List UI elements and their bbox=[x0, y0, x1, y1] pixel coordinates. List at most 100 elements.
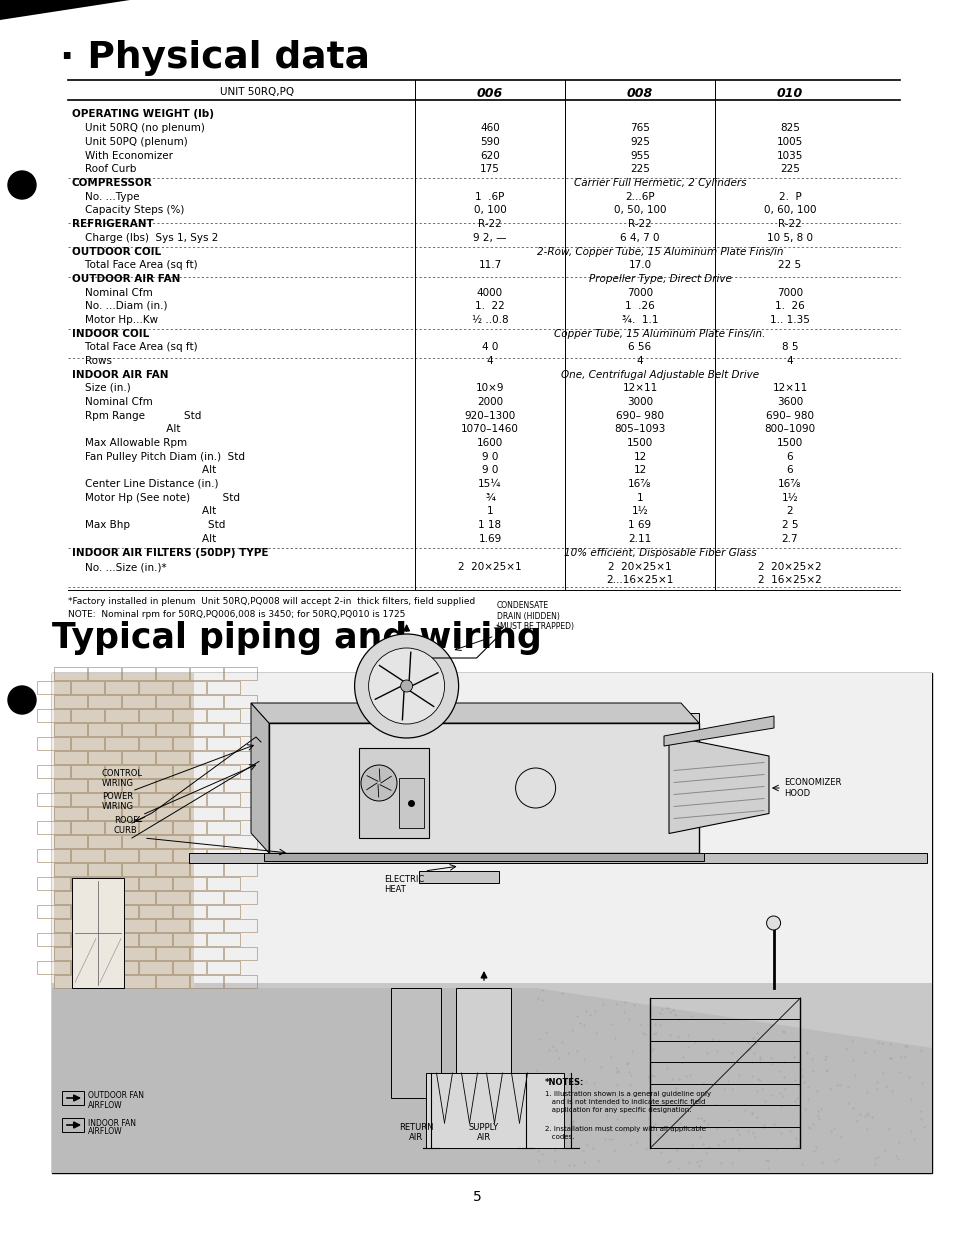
Point bbox=[846, 1076, 862, 1095]
Point bbox=[827, 982, 842, 1002]
Point bbox=[616, 1112, 631, 1131]
Point bbox=[305, 1068, 320, 1088]
Point bbox=[180, 1116, 195, 1136]
Point bbox=[811, 1094, 826, 1114]
Point bbox=[477, 987, 493, 1007]
Point bbox=[679, 1126, 695, 1146]
Point bbox=[391, 1112, 406, 1131]
Point bbox=[698, 990, 713, 1010]
Point bbox=[876, 1156, 891, 1176]
Point bbox=[634, 994, 649, 1014]
Point bbox=[711, 1097, 726, 1116]
Point bbox=[785, 1007, 801, 1026]
Point bbox=[558, 1084, 574, 1104]
Point bbox=[107, 1060, 122, 1079]
Point bbox=[257, 1053, 273, 1073]
Point bbox=[623, 1100, 639, 1120]
Bar bbox=[122, 806, 154, 820]
Point bbox=[383, 1023, 398, 1042]
Point bbox=[87, 999, 102, 1019]
Bar bbox=[172, 821, 206, 834]
Point bbox=[326, 999, 341, 1019]
Bar bbox=[54, 919, 87, 932]
Point bbox=[566, 1109, 581, 1129]
Point bbox=[261, 1091, 276, 1110]
Point bbox=[884, 1037, 900, 1057]
Point bbox=[863, 1052, 879, 1072]
Point bbox=[355, 1144, 370, 1163]
Point bbox=[727, 1141, 742, 1161]
Bar bbox=[122, 974, 154, 988]
Point bbox=[106, 1121, 121, 1141]
Point bbox=[677, 1016, 692, 1036]
Point bbox=[314, 1146, 329, 1166]
Point bbox=[213, 1134, 228, 1153]
Point bbox=[531, 1086, 546, 1105]
Bar bbox=[88, 667, 121, 680]
Text: 12: 12 bbox=[633, 466, 646, 475]
Point bbox=[131, 1160, 146, 1179]
Bar bbox=[54, 722, 87, 736]
Point bbox=[764, 1121, 780, 1141]
Point bbox=[633, 1160, 648, 1179]
Point bbox=[720, 1136, 736, 1156]
Point bbox=[654, 1035, 669, 1055]
Circle shape bbox=[400, 680, 412, 692]
Point bbox=[589, 1135, 604, 1155]
Bar bbox=[172, 932, 206, 946]
Point bbox=[408, 977, 423, 997]
Point bbox=[771, 1123, 786, 1142]
Point bbox=[170, 1134, 185, 1153]
Polygon shape bbox=[663, 716, 773, 746]
Point bbox=[274, 1082, 289, 1102]
Point bbox=[390, 1024, 405, 1044]
Bar bbox=[71, 877, 104, 890]
Point bbox=[456, 1150, 472, 1170]
Point bbox=[106, 1146, 121, 1166]
Point bbox=[866, 1120, 882, 1140]
Text: 925: 925 bbox=[629, 137, 649, 147]
Point bbox=[61, 1013, 76, 1032]
Point bbox=[596, 1051, 611, 1071]
Bar bbox=[156, 779, 189, 792]
Point bbox=[109, 1050, 124, 1070]
Point bbox=[397, 1068, 413, 1088]
Point bbox=[892, 1055, 907, 1074]
Point bbox=[171, 976, 186, 995]
Point bbox=[124, 1000, 139, 1020]
Point bbox=[372, 1045, 387, 1065]
Point bbox=[466, 1102, 481, 1121]
Point bbox=[347, 1099, 362, 1119]
Point bbox=[296, 1020, 312, 1040]
Point bbox=[856, 1128, 871, 1147]
Point bbox=[239, 1044, 254, 1063]
Point bbox=[419, 978, 435, 998]
Point bbox=[880, 1071, 895, 1091]
Text: ½ ..0.8: ½ ..0.8 bbox=[471, 315, 508, 325]
Point bbox=[783, 1050, 799, 1070]
Point bbox=[205, 1068, 220, 1088]
Point bbox=[866, 1140, 882, 1160]
Point bbox=[670, 987, 685, 1007]
Point bbox=[753, 1093, 768, 1113]
Point bbox=[516, 1081, 531, 1100]
Point bbox=[199, 1147, 214, 1167]
Point bbox=[67, 1074, 82, 1094]
Point bbox=[212, 1136, 227, 1156]
Text: CONDENSATE
DRAIN (HIDDEN)
(MUST BE TRAPPED): CONDENSATE DRAIN (HIDDEN) (MUST BE TRAPP… bbox=[497, 601, 573, 631]
Point bbox=[501, 1020, 517, 1040]
Point bbox=[906, 1039, 922, 1058]
Point bbox=[443, 1066, 458, 1086]
Point bbox=[499, 1039, 515, 1058]
Point bbox=[203, 1036, 218, 1056]
Point bbox=[219, 1135, 234, 1155]
Point bbox=[478, 1124, 494, 1144]
Point bbox=[870, 1157, 885, 1177]
Point bbox=[879, 1144, 894, 1163]
Point bbox=[196, 983, 212, 1003]
Point bbox=[62, 1071, 77, 1091]
Point bbox=[265, 1005, 280, 1025]
Text: R-22: R-22 bbox=[477, 219, 501, 228]
Bar bbox=[172, 961, 206, 974]
Point bbox=[509, 992, 524, 1011]
